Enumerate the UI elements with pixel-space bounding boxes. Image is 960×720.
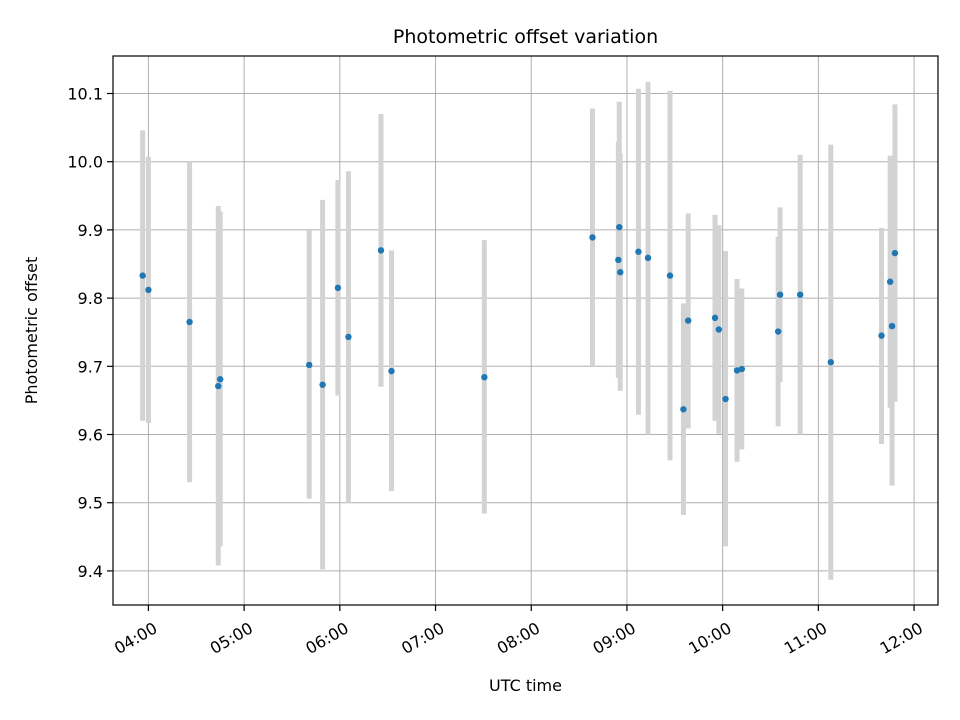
data-point (888, 322, 896, 330)
data-point (666, 272, 674, 279)
plot-frame (112, 55, 939, 606)
y-axis-title: Photometric offset (22, 257, 41, 405)
y-tick-label: 9.5 (78, 494, 103, 513)
data-point (644, 254, 652, 262)
data-point (774, 328, 782, 335)
chart-title: Photometric offset variation (393, 26, 658, 48)
y-tick-label: 9.8 (78, 289, 103, 308)
y-tick-label: 9.9 (78, 221, 103, 240)
data-point (145, 286, 152, 294)
data-point (796, 291, 804, 298)
data-point (680, 406, 687, 413)
data-point (722, 395, 729, 403)
data-point (711, 314, 719, 322)
data-point (334, 284, 342, 292)
data-point (891, 249, 899, 257)
data-point (615, 256, 622, 264)
data-point (589, 234, 596, 241)
y-tick-label: 9.7 (78, 357, 103, 376)
data-point (215, 382, 222, 390)
data-point (617, 268, 624, 276)
data-point (616, 223, 623, 231)
data-point (738, 365, 745, 373)
data-point (139, 272, 146, 279)
data-point (186, 318, 193, 326)
data-point (216, 376, 224, 383)
y-tick-label: 9.6 (78, 426, 103, 445)
data-point (377, 247, 385, 254)
data-point (635, 248, 642, 255)
data-point (715, 326, 723, 333)
data-point (319, 381, 326, 388)
data-point (886, 278, 894, 285)
y-tick-label: 9.4 (78, 562, 103, 581)
data-point (388, 367, 395, 375)
data-points (139, 223, 899, 413)
data-point (878, 332, 885, 339)
data-point (776, 291, 784, 298)
data-point (345, 333, 352, 341)
y-tick-label: 10.1 (67, 85, 103, 104)
x-axis-title: UTC time (489, 676, 562, 695)
y-tick-label: 10.0 (67, 153, 103, 172)
data-point (827, 359, 835, 366)
data-point (685, 317, 692, 324)
grid (113, 56, 938, 605)
data-point (306, 361, 313, 369)
data-point (481, 374, 488, 381)
y-axis: 9.4 9.5 9.6 9.7 9.8 9.9 10.0 10.1 (67, 85, 113, 581)
